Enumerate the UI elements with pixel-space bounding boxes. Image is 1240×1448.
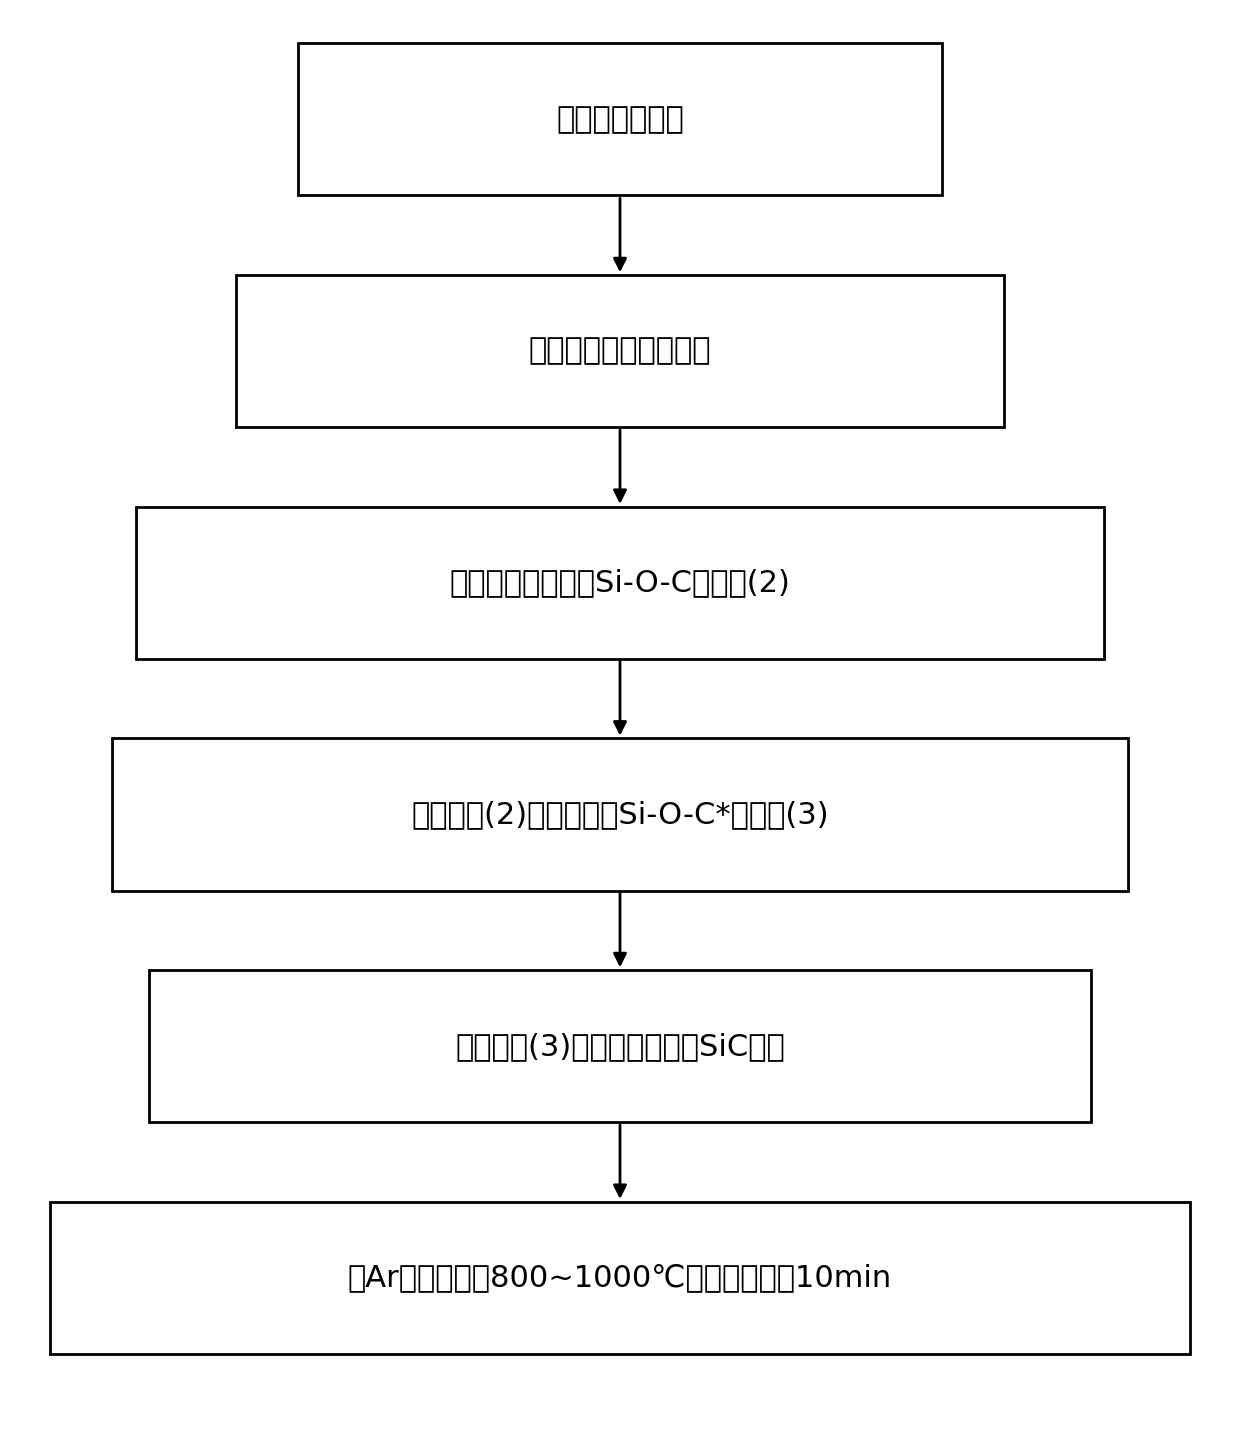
FancyBboxPatch shape <box>236 275 1004 427</box>
FancyBboxPatch shape <box>50 1202 1190 1354</box>
Text: 在衬底上溅射获得Si-O-C过渡层(2): 在衬底上溅射获得Si-O-C过渡层(2) <box>450 568 790 598</box>
Text: 在过渡层(2)上溅射获得Si-O-C*过渡层(3): 在过渡层(2)上溅射获得Si-O-C*过渡层(3) <box>412 799 828 830</box>
FancyBboxPatch shape <box>136 507 1104 659</box>
Text: 在Ar气氛下进行800~1000℃的快速热退火10min: 在Ar气氛下进行800~1000℃的快速热退火10min <box>348 1263 892 1293</box>
Text: 蓝宝石衬底清洗: 蓝宝石衬底清洗 <box>556 104 684 135</box>
Text: 在过渡层(3)上溅射获得多晶SiC薄膜: 在过渡层(3)上溅射获得多晶SiC薄膜 <box>455 1031 785 1061</box>
FancyBboxPatch shape <box>112 738 1128 891</box>
FancyBboxPatch shape <box>298 43 942 195</box>
Text: 加热蓝宝石衬底并保温: 加热蓝宝石衬底并保温 <box>528 336 712 366</box>
FancyBboxPatch shape <box>149 970 1091 1122</box>
